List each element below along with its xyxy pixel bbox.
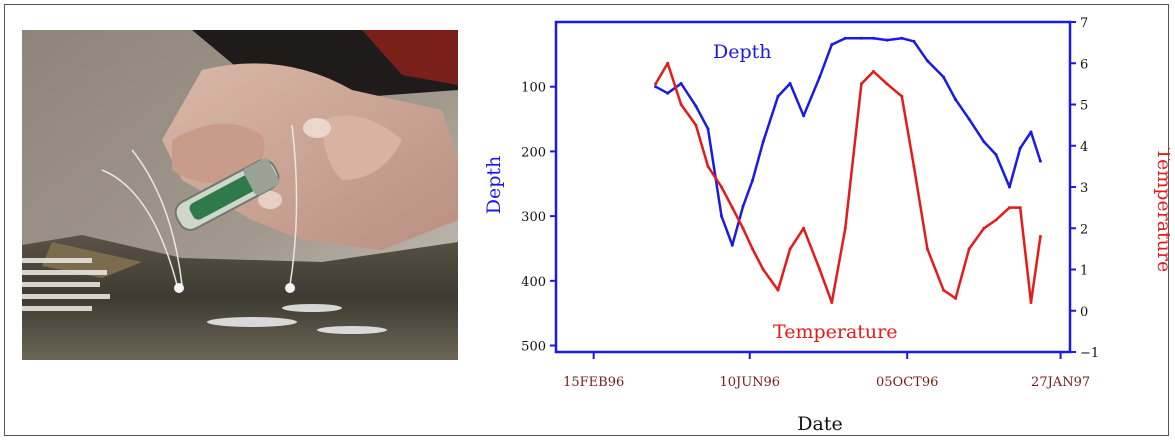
depth-data-point: [720, 214, 723, 218]
depth-data-point: [1018, 146, 1022, 150]
x-axis-tick-label: 15FEB96: [563, 375, 624, 390]
depth-data-point: [679, 82, 683, 85]
temperature-data-point: [761, 268, 765, 271]
right-axis-tick-label: 3: [1080, 181, 1088, 196]
depth-temperature-chart: 100 200 300 400 500 7 6 5 4 3 2 1 0 −1 15FEB96 10JUN96 0…: [483, 16, 1170, 435]
temperature-data-point: [741, 226, 745, 230]
temperature-data-point: [954, 296, 958, 300]
depth-data-point: [900, 36, 904, 40]
depth-data-point: [982, 140, 986, 144]
temperature-data-point: [679, 103, 683, 106]
temperature-data-point: [1029, 301, 1033, 304]
left-axis-tick-label: 400: [521, 275, 546, 290]
axes-group: 100 200 300 400 500 7 6 5 4 3 2 1 0 −1 15FEB96 10JUN96 0…: [521, 16, 1099, 390]
depth-data-point: [818, 75, 822, 79]
depth-data-point: [694, 104, 698, 108]
left-axis-tick-label: 100: [521, 81, 546, 96]
temperature-data-point: [830, 301, 834, 304]
depth-data-point: [1038, 159, 1042, 163]
temperature-data-point: [694, 123, 698, 127]
temperature-data-point: [967, 247, 971, 251]
depth-data-point: [1008, 185, 1011, 189]
temperature-data-point: [982, 226, 986, 230]
depth-data-point: [706, 127, 710, 131]
right-axis-tick-label: 4: [1080, 140, 1088, 155]
temperature-data-point: [654, 82, 658, 86]
depth-data-point: [859, 36, 863, 40]
right-axis-tick-label: 0: [1080, 305, 1088, 320]
temperature-data-point: [872, 70, 875, 73]
temperature-data-point: [751, 247, 754, 251]
temperature-series-line: [654, 62, 1042, 304]
temperature-data-point: [788, 247, 792, 251]
depth-data-point: [912, 39, 916, 43]
depth-data-point: [776, 94, 780, 98]
temperature-data-point: [900, 94, 904, 98]
depth-data-point: [666, 91, 670, 95]
temperature-data-point: [706, 164, 710, 168]
temperature-data-point: [802, 226, 806, 230]
temperature-data-point: [843, 226, 847, 230]
x-axis-tick-label: 10JUN96: [719, 375, 780, 390]
left-axis-tick-label: 300: [521, 210, 546, 225]
temperature-data-point: [666, 61, 670, 65]
temperature-data-point: [942, 288, 945, 292]
plot-area: [554, 20, 1072, 354]
left-axis-tick-label: 500: [521, 340, 546, 355]
temperature-data-point: [925, 247, 929, 251]
left-axis-title: Depth: [483, 156, 505, 215]
depth-data-point: [942, 75, 945, 79]
right-axis-tick-label: 1: [1080, 264, 1088, 279]
right-axis-tick-label: 6: [1080, 57, 1088, 72]
temperature-data-point: [776, 288, 780, 292]
right-axis-tick-label: −1: [1080, 346, 1099, 361]
tagging-photo: [22, 30, 458, 360]
x-axis-tick-label: 27JAN97: [1031, 375, 1090, 390]
right-axis-tick-label: 7: [1080, 16, 1088, 31]
depth-data-point: [730, 243, 734, 247]
depth-data-point: [761, 140, 765, 144]
temperature-data-point: [1018, 206, 1022, 210]
temperature-data-point: [1008, 206, 1011, 210]
depth-data-point: [843, 36, 847, 40]
depth-data-point: [788, 82, 792, 85]
depth-data-point: [954, 98, 958, 102]
left-axis-tick-label: 200: [521, 145, 546, 160]
depth-data-point: [1029, 130, 1033, 134]
x-axis-tick-label: 05OCT96: [876, 375, 938, 390]
temperature-data-point: [720, 185, 723, 189]
right-axis-title: Temperature: [1153, 148, 1170, 272]
depth-data-point: [967, 117, 971, 121]
depth-data-point: [994, 153, 998, 157]
series-group: [654, 36, 1042, 304]
right-axis-tick-label: 2: [1080, 222, 1088, 237]
depth-data-point: [654, 85, 658, 89]
temperature-data-point: [730, 206, 734, 210]
temperature-data-point: [885, 82, 889, 86]
depth-data-point: [830, 43, 834, 47]
depth-data-point: [925, 59, 929, 63]
temperature-data-point: [1038, 235, 1042, 238]
temperature-annotation: Temperature: [773, 321, 897, 343]
depth-data-point: [741, 204, 745, 208]
depth-data-point: [751, 179, 754, 182]
temperature-data-point: [994, 218, 998, 222]
right-axis-tick-label: 5: [1080, 99, 1088, 114]
temperature-data-point: [818, 268, 822, 271]
x-axis-title: Date: [797, 413, 842, 435]
depth-annotation: Depth: [713, 41, 772, 63]
temperature-data-point: [859, 82, 863, 86]
temperature-data-point: [912, 164, 916, 168]
depth-data-point: [872, 36, 875, 40]
depth-data-point: [885, 38, 889, 42]
depth-data-point: [802, 114, 806, 118]
